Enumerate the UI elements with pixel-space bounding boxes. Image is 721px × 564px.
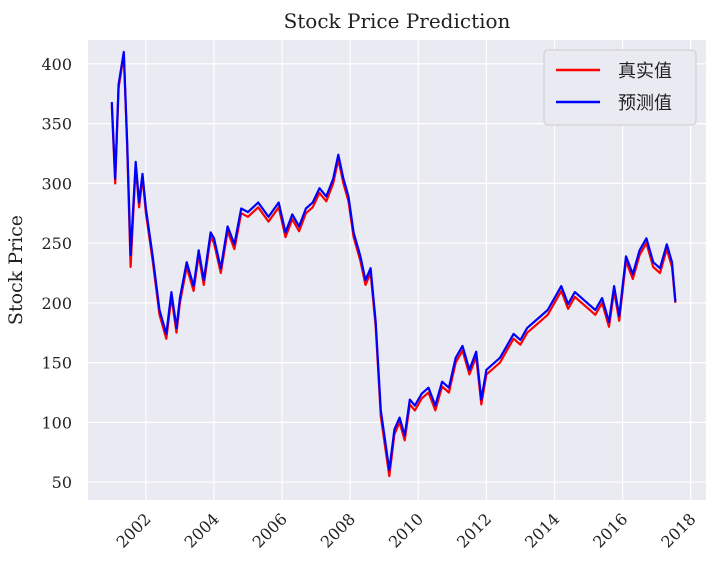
x-tick-labels: 2002 2004 2006 2008 2010 2012 2014 2016 2018 <box>112 509 699 551</box>
y-tick-label: 400 <box>41 55 72 74</box>
y-tick-labels: 50 100 150 200 250 300 350 400 <box>41 55 72 492</box>
x-tick-label: 2010 <box>385 509 427 551</box>
x-tick-label: 2016 <box>589 509 631 551</box>
legend: 真实值 预测值 <box>543 49 697 126</box>
legend-label-actual: 真实值 <box>618 61 672 82</box>
y-axis-label: Stock Price <box>5 215 27 325</box>
x-tick-label: 2014 <box>521 509 563 551</box>
y-tick-label: 350 <box>41 115 72 134</box>
y-tick-label: 200 <box>41 294 72 313</box>
series-layer <box>110 50 677 478</box>
y-tick-label: 250 <box>41 234 72 253</box>
y-tick-label: 150 <box>41 354 72 373</box>
x-tick-label: 2006 <box>249 509 291 551</box>
chart-title: Stock Price Prediction <box>284 9 511 33</box>
x-tick-label: 2012 <box>453 509 495 551</box>
x-tick-label: 2018 <box>657 509 699 551</box>
x-tick-label: 2008 <box>317 509 359 551</box>
series-line-predicted <box>110 50 677 472</box>
x-tick-label: 2002 <box>112 509 154 551</box>
x-tick-label: 2004 <box>181 509 223 551</box>
legend-label-predicted: 预测值 <box>618 93 672 114</box>
y-tick-label: 100 <box>41 413 72 432</box>
y-tick-label: 50 <box>52 473 72 492</box>
y-tick-label: 300 <box>41 174 72 193</box>
